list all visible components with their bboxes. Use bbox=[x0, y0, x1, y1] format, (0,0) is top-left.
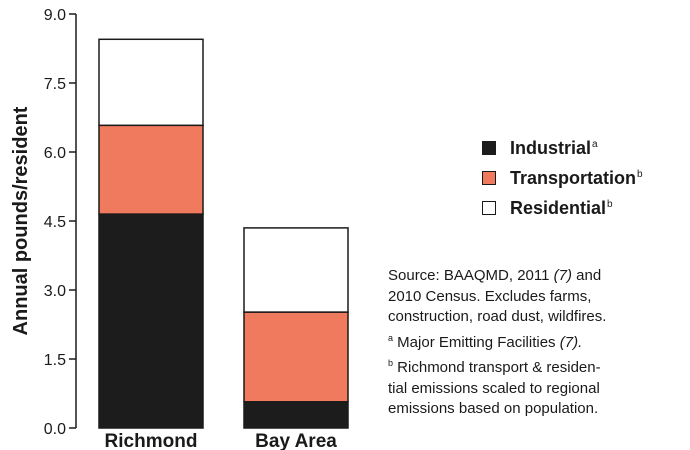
bar-residential-richmond bbox=[98, 38, 204, 127]
source-line-1-ref: (7) bbox=[553, 267, 572, 284]
y-tick-label: 7.5 bbox=[44, 76, 66, 93]
source-line-2: 2010 Census. Excludes farms, bbox=[388, 287, 592, 305]
y-tick-label: 9.0 bbox=[44, 7, 66, 24]
y-tick-label: 3.0 bbox=[44, 283, 66, 300]
source-line-1-tail: and bbox=[571, 267, 602, 284]
bar-transportation-bay-area bbox=[243, 311, 349, 403]
footnote-b-marker: b bbox=[388, 358, 394, 368]
y-tick-label: 0.0 bbox=[44, 421, 66, 438]
footnote-a-ref: (7). bbox=[559, 333, 583, 351]
legend-sup-transportation: b bbox=[637, 168, 643, 180]
source-note: Source: BAAQMD, 2011 (7) and 2010 Census… bbox=[388, 266, 688, 420]
legend-text-residential: Residential bbox=[510, 197, 607, 218]
legend-sup-industrial: a bbox=[592, 138, 598, 150]
footnote-a-text: Major Emitting Facilities bbox=[393, 333, 560, 351]
legend: Industriala Transportationb Residentialb bbox=[482, 133, 643, 223]
legend-item-transportation: Transportationb bbox=[482, 163, 643, 193]
legend-text-industrial: Industrial bbox=[510, 137, 592, 158]
bar-residential-bay-area bbox=[243, 227, 349, 313]
bar-industrial-richmond bbox=[98, 213, 204, 429]
footnote-b-text: Richmond transport & residen- bbox=[393, 359, 601, 376]
legend-text-transportation: Transportation bbox=[510, 167, 637, 188]
y-tick-label: 6.0 bbox=[44, 145, 66, 162]
source-line-5: b Richmond transport & residen- bbox=[388, 353, 688, 379]
source-line-3: construction, road dust, wildfires. bbox=[388, 308, 607, 325]
legend-item-industrial: Industriala bbox=[482, 133, 643, 163]
legend-label-transportation: Transportationb bbox=[510, 168, 643, 189]
bars bbox=[98, 38, 349, 429]
x-category-label: Bay Area bbox=[255, 431, 337, 450]
source-line-7: emissions based on population. bbox=[388, 400, 599, 417]
axis-labels: Annual pounds/resident Richmond Bay Area bbox=[10, 106, 337, 450]
source-line-6: tial emissions scaled to regional bbox=[388, 379, 600, 397]
bar-transportation-richmond bbox=[98, 124, 204, 215]
y-tick-label: 1.5 bbox=[44, 352, 66, 369]
y-tick-label: 4.5 bbox=[44, 214, 66, 231]
legend-label-industrial: Industriala bbox=[510, 138, 598, 159]
bar-industrial-bay-area bbox=[243, 401, 349, 429]
legend-sup-residential: b bbox=[607, 198, 613, 210]
footnote-a-marker: a bbox=[388, 332, 394, 343]
legend-swatch-transportation bbox=[482, 171, 496, 185]
legend-label-residential: Residentialb bbox=[510, 198, 613, 219]
source-line-4: a Major Emitting Facilities (7). bbox=[388, 328, 688, 354]
source-line-1-text: Source: BAAQMD, 2011 bbox=[388, 267, 554, 284]
legend-swatch-industrial bbox=[482, 141, 496, 155]
legend-swatch-residential bbox=[482, 201, 496, 215]
y-axis: 0.0 1.5 3.0 4.5 6.0 7.5 9.0 bbox=[44, 7, 77, 438]
legend-item-residential: Residentialb bbox=[482, 193, 643, 223]
y-axis-title: Annual pounds/resident bbox=[10, 106, 32, 335]
source-line-1: Source: BAAQMD, 2011 (7) and bbox=[388, 266, 688, 287]
x-category-label: Richmond bbox=[105, 431, 198, 450]
